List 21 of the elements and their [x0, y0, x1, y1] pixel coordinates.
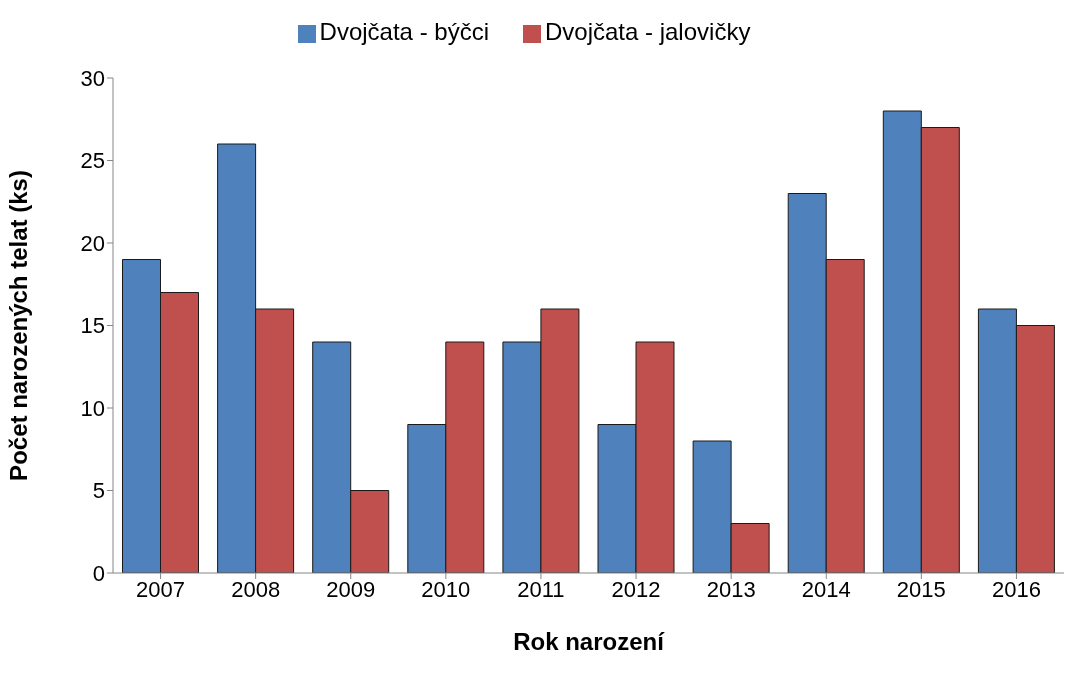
x-tick-label: 2007 [136, 576, 186, 602]
x-axis-title: Rok narození [513, 628, 666, 655]
y-tick-label: 30 [80, 65, 105, 91]
legend-label: Dvojčata - býčci [319, 18, 489, 45]
x-tick-label: 2015 [896, 576, 946, 602]
y-tick-label: 0 [92, 560, 105, 586]
y-tick-label: 25 [80, 148, 105, 174]
x-tick-label: 2009 [326, 576, 376, 602]
y-tick-label: 20 [80, 230, 105, 256]
y-tick-label: 15 [80, 313, 105, 339]
x-tick-label: 2011 [517, 576, 565, 602]
y-tick-label: 5 [92, 478, 105, 504]
legend-label: Dvojčata - jalovičky [544, 18, 751, 45]
x-tick-label: 2012 [611, 576, 661, 602]
x-tick-label: 2014 [801, 576, 851, 602]
x-tick-label: 2008 [231, 576, 281, 602]
y-axis-title: Počet narozených telat (ks) [4, 170, 32, 481]
x-tick-label: 2013 [706, 576, 756, 602]
x-tick-label: 2010 [421, 576, 471, 602]
x-tick-label: 2016 [991, 576, 1041, 602]
y-tick-label: 10 [80, 395, 105, 421]
